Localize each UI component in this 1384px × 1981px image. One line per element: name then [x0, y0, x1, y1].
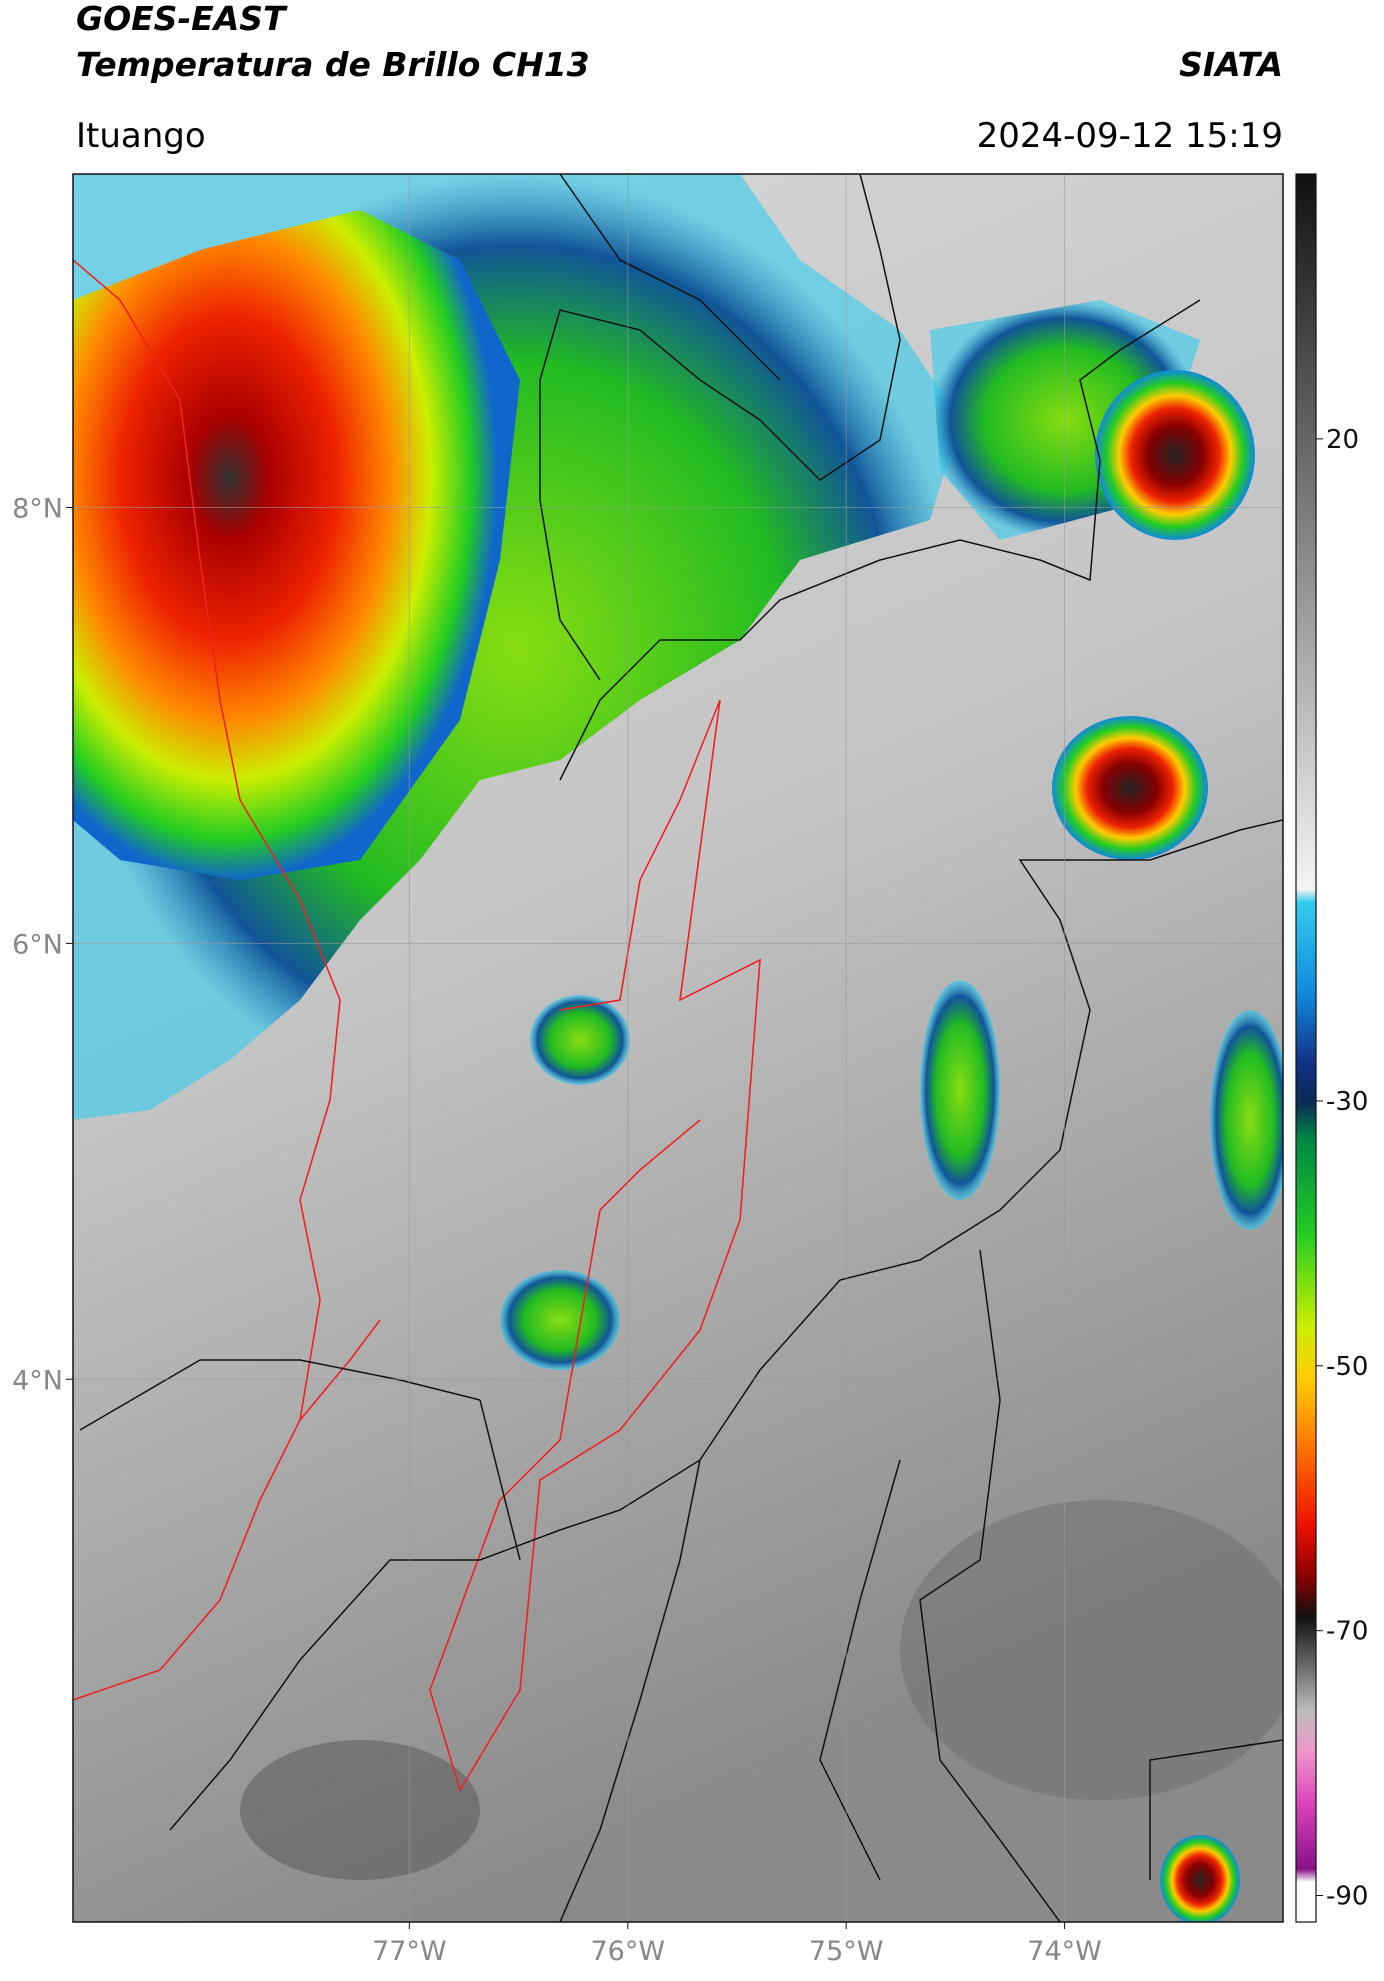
colorbar-tick-label: -70	[1326, 1617, 1368, 1647]
datetime: 2024-09-12 15:19	[977, 116, 1283, 156]
title: GOES-EAST	[76, 0, 288, 38]
map	[73, 174, 1283, 1922]
map-frame	[72, 173, 1284, 1923]
storm-cell	[1160, 1835, 1240, 1922]
x-tick-label: 77°W	[372, 1936, 447, 1967]
colorbar-ticks: 20 -30 -50 -70 -90	[1316, 425, 1368, 1912]
warm-area	[240, 1740, 480, 1880]
storm-cell	[1095, 370, 1255, 540]
x-tick-label: 75°W	[809, 1936, 884, 1967]
colorbar-tick-label: 20	[1326, 425, 1359, 455]
storm-cell	[1052, 716, 1208, 860]
grid	[73, 174, 1283, 1922]
cloud-cell	[500, 1270, 620, 1370]
convective-core	[73, 210, 520, 880]
subtitle: Temperatura de Brillo CH13	[76, 45, 590, 84]
axes: 77°W 76°W 75°W 74°W 8°N 6°N 4°N	[12, 493, 1102, 1967]
cloud-cell	[920, 980, 1000, 1200]
location: Ituango	[76, 116, 206, 156]
colorbar-tick-label: -90	[1326, 1882, 1368, 1912]
boundary	[79, 174, 1283, 1922]
department-border	[73, 259, 761, 1792]
x-tick-label: 76°W	[590, 1936, 665, 1967]
warm-area	[900, 1500, 1283, 1800]
org: SIATA	[1179, 45, 1283, 84]
y-tick-label: 8°N	[12, 493, 63, 524]
colorbar-tick-label: -50	[1326, 1352, 1368, 1382]
cloud-cell	[530, 995, 630, 1085]
cloud-cell	[1210, 1010, 1283, 1230]
colorbar-tick-label: -30	[1326, 1087, 1368, 1117]
colorbar	[1295, 173, 1317, 1923]
y-tick-label: 6°N	[12, 929, 63, 960]
x-tick-label: 74°W	[1027, 1936, 1102, 1967]
y-tick-label: 4°N	[12, 1365, 63, 1396]
